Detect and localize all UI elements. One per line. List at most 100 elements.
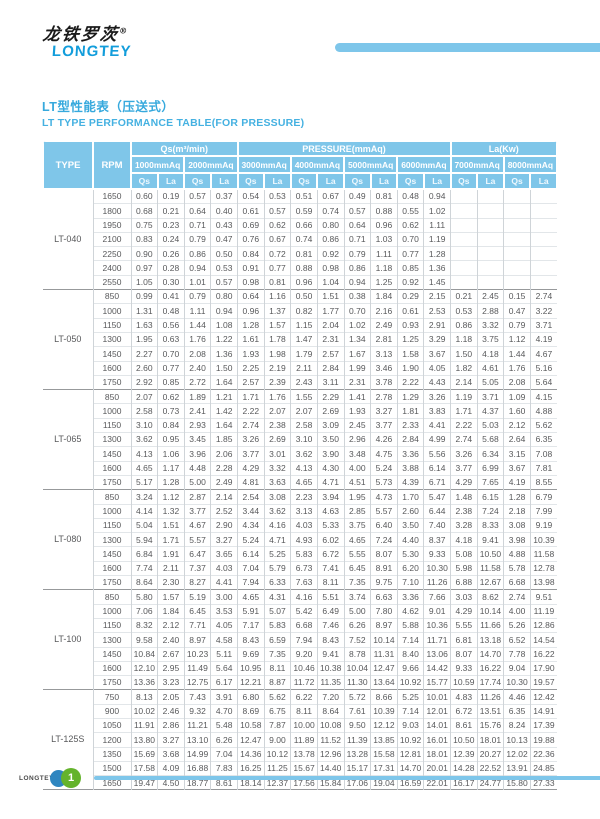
value-cell: 4.65 [237, 589, 265, 605]
rpm-cell: 2100 [93, 231, 131, 247]
value-cell: 3.62 [130, 432, 158, 447]
value-cell: 6.52 [503, 632, 531, 647]
value-cell: 3.65 [210, 546, 238, 562]
value-cell: 13.91 [503, 760, 531, 776]
value-cell: 0.29 [396, 289, 424, 304]
value-cell: 17.74 [476, 675, 504, 690]
value-cell: 3.13 [370, 346, 398, 362]
pressure-col-header: 6000mmAq [396, 155, 452, 174]
value-cell: 0.73 [157, 403, 185, 419]
value-cell: 7.43 [183, 689, 211, 705]
value-cell: 3.77 [237, 446, 265, 462]
value-cell: 2.84 [316, 360, 344, 376]
rpm-cell: 1450 [93, 646, 131, 662]
value-cell: 8.78 [343, 646, 371, 662]
header-accent-bar [335, 43, 600, 52]
value-cell: 8.87 [263, 675, 291, 690]
table-row: 1300 1.95 0.63 1.76 1.22 1.61 1.78 1.47 2.31 1.34… [43, 331, 557, 347]
value-cell: 0.48 [157, 303, 185, 319]
value-cell: 1.93 [343, 403, 371, 419]
value-cell: 4.34 [237, 517, 265, 533]
value-cell: 7.99 [529, 503, 557, 519]
value-cell [503, 217, 531, 233]
value-cell: 2.67 [157, 646, 185, 662]
value-cell: 0.50 [290, 289, 318, 304]
value-cell: 1.11 [370, 246, 398, 261]
value-cell: 3.10 [290, 432, 318, 447]
value-cell: 0.80 [316, 217, 344, 233]
value-cell: 4.41 [210, 575, 238, 590]
value-cell: 7.81 [529, 460, 557, 476]
value-cell: 2.30 [157, 575, 185, 590]
value-cell: 0.75 [130, 217, 158, 233]
value-cell: 7.78 [503, 646, 531, 662]
value-cell: 5.33 [316, 517, 344, 533]
value-cell: 5.80 [130, 589, 158, 605]
value-cell: 1.34 [343, 331, 371, 347]
value-cell: 8.40 [396, 646, 424, 662]
value-cell: 7.14 [396, 703, 424, 719]
value-cell: 7.35 [263, 646, 291, 662]
value-cell: 4.26 [370, 432, 398, 447]
type-cell: LT-050 [43, 289, 94, 390]
value-cell: 3.67 [503, 460, 531, 476]
value-cell: 12.02 [503, 746, 531, 762]
type-group: LT-050 850 0.99 0.41 0.79 0.80 0.64 1.16 0.50 1.5… [43, 289, 557, 390]
value-cell: 7.37 [183, 560, 211, 576]
table-row: 1600 12.10 2.95 11.49 5.64 10.95 8.11 10.46 10.3… [43, 660, 557, 676]
value-cell: 0.61 [396, 303, 424, 319]
value-cell: 12.47 [237, 732, 265, 748]
value-cell: 8.66 [370, 689, 398, 705]
rpm-cell: 1950 [93, 217, 131, 233]
value-cell: 1.84 [370, 289, 398, 304]
value-cell: 6.99 [476, 460, 504, 476]
value-cell: 4.83 [450, 689, 478, 705]
rpm-cell: 1600 [93, 660, 131, 676]
value-cell: 0.80 [210, 289, 238, 304]
table-row: 1050 11.91 2.86 11.21 5.48 10.58 7.87 10.00 10.0… [43, 717, 557, 733]
rpm-cell: 1150 [93, 317, 131, 333]
value-cell: 2.15 [423, 289, 451, 304]
table-row: 1000 7.06 1.84 6.45 3.53 5.91 5.07 5.42 6.49 5.00… [43, 603, 557, 619]
value-cell: 5.62 [529, 417, 557, 433]
value-cell: 2.72 [183, 374, 211, 390]
value-cell: 7.74 [130, 560, 158, 576]
value-cell: 1.78 [263, 331, 291, 347]
performance-table-container: TYPE RPM Qs(m³/min) PRESSURE(mmAq) La(Kw… [42, 140, 558, 791]
value-cell: 13.78 [290, 746, 318, 762]
value-cell: 0.69 [237, 217, 265, 233]
value-cell: 0.88 [290, 260, 318, 276]
value-cell: 9.03 [396, 717, 424, 733]
value-cell: 0.57 [210, 274, 238, 290]
value-cell: 0.94 [423, 189, 451, 204]
value-cell: 2.85 [343, 503, 371, 519]
value-cell: 1.04 [316, 274, 344, 290]
banner-qs: Qs(m³/min) [130, 140, 239, 157]
value-cell: 8.33 [476, 517, 504, 533]
value-cell: 5.57 [370, 503, 398, 519]
value-cell: 5.51 [316, 589, 344, 605]
value-cell: 0.53 [450, 303, 478, 319]
value-cell: 2.28 [210, 460, 238, 476]
value-cell [529, 231, 557, 247]
value-cell: 0.53 [210, 260, 238, 276]
value-cell: 0.70 [396, 231, 424, 247]
value-cell: 2.43 [290, 374, 318, 390]
value-cell: 1.48 [450, 489, 478, 505]
sub-header-la: La [263, 172, 292, 190]
value-cell: 6.59 [263, 632, 291, 647]
value-cell: 3.62 [263, 503, 291, 519]
value-cell: 5.83 [263, 617, 291, 633]
rpm-cell: 1800 [93, 203, 131, 219]
type-group: LT-065 850 2.07 0.62 1.89 1.21 1.71 1.76 1.55 2.2… [43, 389, 557, 490]
value-cell: 3.27 [370, 403, 398, 419]
value-cell: 0.85 [396, 260, 424, 276]
value-cell: 1.84 [157, 603, 185, 619]
value-cell: 12.47 [370, 660, 398, 676]
value-cell: 2.57 [237, 374, 265, 390]
table-row: LT-065 850 2.07 0.62 1.89 1.21 1.71 1.76 1.55 2.2… [43, 389, 557, 490]
title-english: LT TYPE PERFORMANCE TABLE(FOR PRESSURE) [42, 117, 305, 129]
value-cell: 7.94 [290, 632, 318, 647]
value-cell: 0.70 [343, 303, 371, 319]
sub-header-la: La [156, 172, 186, 190]
